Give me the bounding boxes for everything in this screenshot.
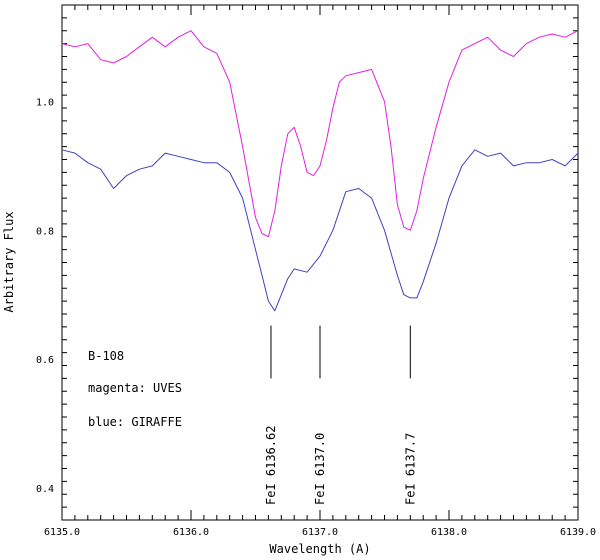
x-tick-label: 6137.0 <box>302 527 338 538</box>
annotation-uves: magenta: UVES <box>88 381 182 395</box>
x-tick-label: 6139.0 <box>560 527 596 538</box>
annotation-giraffe: blue: GIRAFFE <box>88 415 182 429</box>
series-line-uves <box>61 30 579 238</box>
y-tick-label: 0.4 <box>36 484 54 495</box>
x-tick-label: 6135.0 <box>44 527 80 538</box>
line-mark-label: FeI 6136.62 <box>264 426 278 505</box>
line-marks: FeI 6136.62 FeI 6137.0 FeI 6137.7 <box>264 325 417 505</box>
axis-ticks: 6135.0 6136.0 6137.0 6138.0 6139.0 0.4 0.6 0.8 1… <box>36 4 596 538</box>
annotation-star-name: B-108 <box>88 349 124 363</box>
y-tick-label: 0.8 <box>36 226 54 237</box>
x-tick-label: 6138.0 <box>431 527 467 538</box>
series-group <box>61 30 579 312</box>
line-mark-label: FeI 6137.0 <box>313 433 327 505</box>
x-axis-label: Wavelength (A) <box>269 542 370 556</box>
line-mark-label: FeI 6137.7 <box>403 433 417 505</box>
y-tick-label: 1.0 <box>36 98 54 109</box>
x-tick-label: 6136.0 <box>173 527 209 538</box>
y-tick-label: 0.6 <box>36 355 54 366</box>
y-axis-label: Arbitrary Flux <box>2 211 16 312</box>
series-line-giraffe <box>61 149 579 312</box>
